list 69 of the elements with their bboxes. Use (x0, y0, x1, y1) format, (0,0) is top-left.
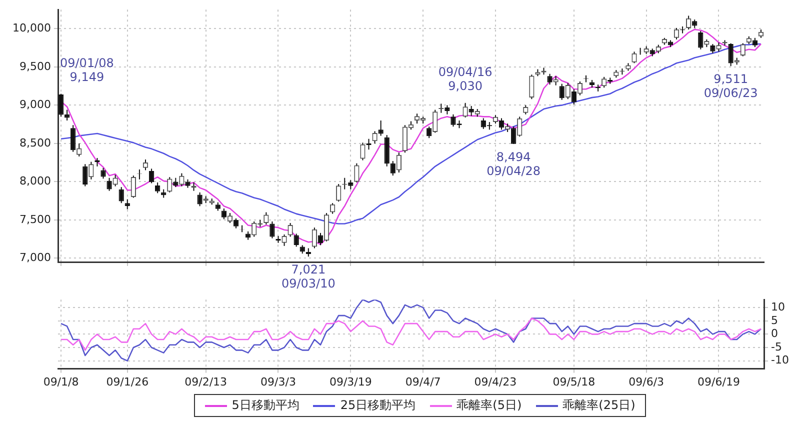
candlestick (124, 198, 130, 210)
x-tick-label: 09/4/23 (474, 375, 517, 388)
candlestick (354, 162, 360, 183)
x-tick-label: 09/4/7 (405, 375, 441, 388)
x-tick-label: 09/1/26 (106, 375, 149, 388)
candlestick (264, 212, 269, 226)
y2-tick-label: 10 (771, 300, 785, 314)
candlestick (728, 42, 734, 67)
candlestick (197, 192, 202, 207)
candlestick (221, 208, 227, 220)
candlestick (571, 88, 576, 105)
legend-label: 乖離率(25日) (562, 397, 636, 414)
candlestick (632, 51, 637, 64)
candlestick (130, 175, 136, 198)
candlestick (100, 167, 106, 180)
x-tick-label: 09/6/19 (698, 375, 740, 388)
y2-tick-label: -10 (771, 354, 789, 367)
candlestick (142, 159, 148, 171)
legend-label: 25日移動平均 (340, 397, 416, 414)
y2-tick-label: -5 (771, 340, 782, 354)
annotation: 8,494 09/04/28 (486, 150, 541, 178)
candlestick (426, 126, 432, 139)
y-tick-label: 8,500 (20, 136, 51, 150)
x-tick-label: 09/1/8 (43, 375, 79, 388)
x-tick-label: 09/5/18 (552, 375, 596, 388)
candlestick (529, 74, 534, 100)
y-tick-label: 9,000 (20, 98, 51, 112)
candlestick (173, 177, 178, 188)
annotation: 9,511 09/06/23 (704, 72, 758, 100)
y-tick-label: 10,000 (12, 22, 51, 35)
annotation: 09/01/08 9,149 (60, 56, 114, 84)
candlestick (294, 233, 299, 248)
legend-label: 乖離率(5日) (456, 397, 522, 414)
legend-label: 5日移動平均 (232, 397, 300, 414)
candlestick (511, 126, 516, 144)
x-tick-label: 09/2/13 (184, 375, 228, 388)
candlestick (752, 37, 758, 48)
candlestick (547, 73, 552, 86)
candlestick (148, 168, 154, 184)
candlestick (336, 183, 342, 202)
x-tick-label: 09/6/3 (628, 375, 664, 388)
x-tick-label: 09/3/3 (260, 375, 296, 388)
y-tick-label: 9,500 (20, 60, 51, 73)
candlestick (330, 202, 336, 214)
annotation: 7,021 09/03/10 (281, 262, 336, 291)
candlestick (468, 105, 474, 116)
candlestick (118, 186, 124, 204)
candlestick (444, 104, 450, 115)
annotation: 09/04/16 9,030 (438, 65, 492, 94)
candlestick (270, 220, 275, 239)
candlestick (378, 120, 384, 136)
candlestick (698, 30, 704, 50)
y2-tick-label: 5 (771, 314, 778, 327)
candlestick (70, 124, 76, 152)
y-tick-label: 7,000 (20, 251, 51, 264)
candlestick (288, 222, 293, 238)
candlestick (710, 44, 716, 54)
y-tick-label: 7,500 (20, 212, 51, 226)
y-tick-label: 8,000 (20, 174, 51, 188)
x-tick-label: 09/3/19 (329, 375, 372, 388)
candlestick (106, 177, 112, 192)
candlestick (740, 42, 746, 57)
candlestick (390, 160, 396, 176)
candlestick (559, 83, 564, 100)
candlestick (82, 164, 88, 187)
candlestick (348, 180, 354, 190)
candlestick (523, 104, 528, 115)
candlestick (155, 182, 160, 194)
y2-tick-label: 0 (771, 327, 778, 340)
